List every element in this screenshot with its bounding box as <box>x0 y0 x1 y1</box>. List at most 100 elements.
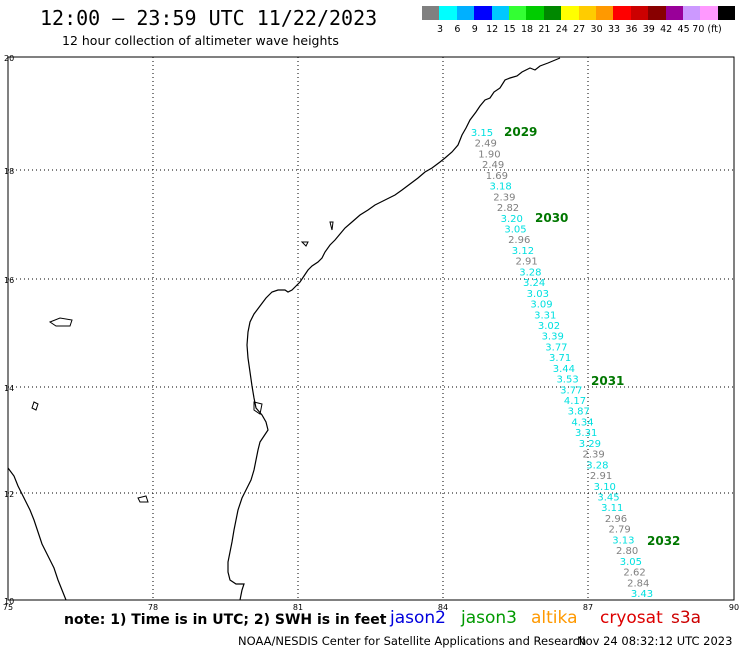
wave-height-label: 2.39 <box>493 192 515 203</box>
color-swatch <box>526 6 544 20</box>
color-swatch <box>717 6 736 20</box>
lon-label: 87 <box>583 603 593 612</box>
map-frame <box>7 56 735 601</box>
wave-height-label: 3.77 <box>560 385 582 396</box>
footer-timestamp: Nov 24 08:32:12 UTC 2023 <box>577 634 733 648</box>
lat-label: 20 <box>4 54 14 63</box>
color-swatch <box>596 6 614 20</box>
color-scale-label: 3 <box>436 24 444 35</box>
wave-height-label: 2.84 <box>627 578 649 589</box>
color-swatch <box>613 6 631 20</box>
lon-label: 90 <box>729 603 739 612</box>
color-swatch <box>683 6 701 20</box>
wave-height-label: 3.71 <box>549 353 571 364</box>
wave-height-label: 2.96 <box>508 235 530 246</box>
wave-height-label: 2.96 <box>605 514 627 525</box>
wave-height-label: 2.39 <box>582 450 604 461</box>
color-scale-label: 70 (ft) <box>692 24 722 35</box>
color-scale-label: 27 <box>573 24 586 35</box>
color-swatch <box>456 6 475 20</box>
wave-height-label: 3.31 <box>575 428 597 439</box>
lon-label: 81 <box>293 603 303 612</box>
wave-height-label: 3.87 <box>568 407 590 418</box>
coastline-west <box>7 467 67 601</box>
island-1 <box>48 317 73 327</box>
lat-label: 14 <box>4 384 14 393</box>
wave-height-label: 3.24 <box>523 278 545 289</box>
color-scale-label: 9 <box>471 24 478 35</box>
color-scale-label: 33 <box>607 24 621 35</box>
color-scale-label: 21 <box>538 24 551 35</box>
satellite-name: cryosat <box>600 608 663 628</box>
wave-height-label: 3.28 <box>586 460 608 471</box>
island-4 <box>300 241 309 247</box>
map-grid <box>8 57 734 600</box>
note-text: note: 1) Time is in UTC; 2) SWH is in fe… <box>64 612 387 628</box>
wave-height-label: 3.05 <box>504 224 526 235</box>
satellite-name: jason2 <box>390 608 446 628</box>
map-subtitle: 12 hour collection of altimeter wave hei… <box>62 33 339 48</box>
wave-height-label: 3.20 <box>501 214 523 225</box>
wave-height-label: 3.02 <box>538 321 560 332</box>
satellite-name: altika <box>531 608 578 628</box>
wave-height-label: 3.31 <box>534 310 556 321</box>
color-swatch <box>630 6 649 20</box>
color-swatch <box>439 6 457 20</box>
wave-height-label: 1.90 <box>478 149 500 160</box>
color-scale-label: 15 <box>503 24 516 35</box>
color-scale-label: 24 <box>555 24 568 35</box>
color-scale-label: 18 <box>520 24 534 35</box>
map-title: 12:00 – 23:59 UTC 11/22/2023 <box>40 6 378 30</box>
wave-height-label: 2.91 <box>590 471 612 482</box>
lon-label: 78 <box>148 603 158 612</box>
color-swatch <box>509 6 527 20</box>
island-3 <box>137 495 149 503</box>
track-time-label: 2030 <box>535 211 568 225</box>
color-swatch <box>561 6 579 20</box>
color-swatch <box>665 6 683 20</box>
color-scale-label: 36 <box>625 24 638 35</box>
satellite-name: s3a <box>671 608 702 628</box>
island-6 <box>253 401 263 415</box>
wave-height-label: 3.45 <box>597 493 619 504</box>
island-5 <box>329 221 334 231</box>
wave-height-label: 4.17 <box>564 396 586 407</box>
lat-label: 16 <box>4 276 14 285</box>
track-time-label: 2032 <box>647 534 680 548</box>
wave-height-label: 3.12 <box>512 246 534 257</box>
lon-label: 75 <box>3 603 13 612</box>
wave-height-label: 3.39 <box>542 332 564 343</box>
wave-height-label: 3.18 <box>489 182 511 193</box>
color-scale-label: 12 <box>486 24 499 35</box>
color-swatch <box>543 6 562 20</box>
track-time-label: 2029 <box>504 125 537 139</box>
wave-height-label: 3.13 <box>612 535 634 546</box>
lat-label: 12 <box>4 490 14 499</box>
lat-label: 10 <box>4 597 14 606</box>
color-swatch <box>700 6 718 20</box>
wave-height-label: 3.11 <box>601 503 623 514</box>
wave-height-label: 2.80 <box>616 546 638 557</box>
island-2 <box>31 401 39 411</box>
color-swatch <box>474 6 492 20</box>
color-scale-label: 45 <box>677 24 690 35</box>
wave-height-label: 3.10 <box>594 482 616 493</box>
lat-label: 18 <box>4 167 14 176</box>
color-scale-label: 39 <box>642 24 655 35</box>
wave-height-label: 3.09 <box>530 300 552 311</box>
color-swatch <box>578 6 596 20</box>
color-scale-label: 42 <box>660 24 673 35</box>
lon-label: 84 <box>438 603 448 612</box>
wave-height-label: 2.49 <box>482 160 504 171</box>
color-swatch <box>491 6 509 20</box>
color-swatch <box>422 6 440 20</box>
color-scale-label: 6 <box>454 24 461 35</box>
wave-height-label: 1.69 <box>486 171 508 182</box>
wave-height-label: 3.28 <box>519 267 541 278</box>
wave-height-label: 3.77 <box>545 342 567 353</box>
satellite-name: jason3 <box>461 608 517 628</box>
satellite-track: 3.152.491.902.491.693.182.392.823.203.05… <box>471 125 681 600</box>
wave-height-label: 2.62 <box>623 568 645 579</box>
